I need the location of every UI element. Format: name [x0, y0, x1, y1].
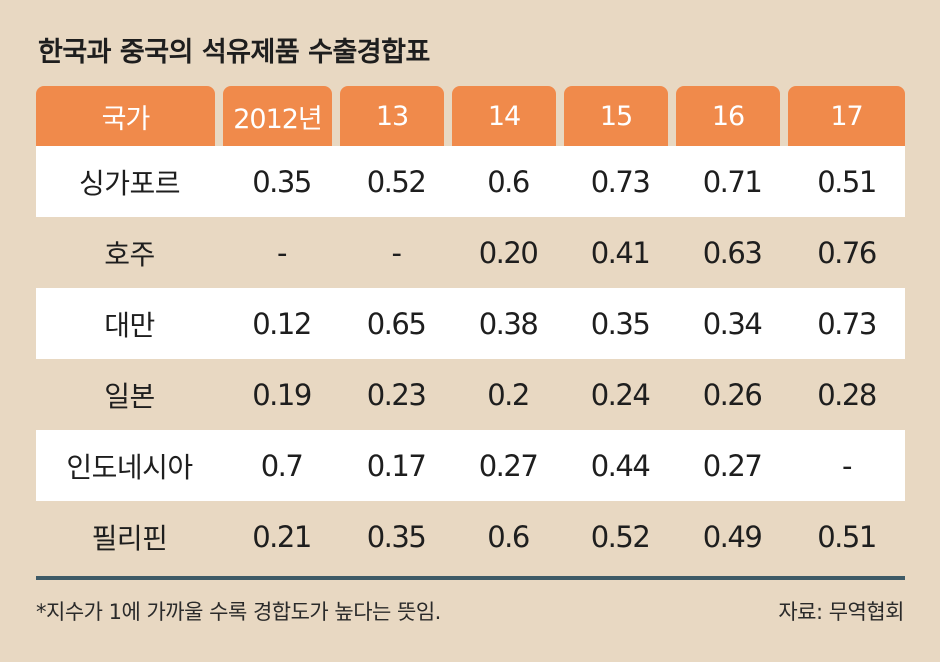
header-cell-year: 17 — [788, 86, 905, 146]
export-competition-table: 국가 2012년 13 14 15 16 17 싱가포르 0.35 0.52 0… — [36, 86, 905, 572]
value-cell: 0.52 — [366, 164, 427, 199]
value-cell: 0.7 — [260, 448, 304, 483]
value-cell: 0.34 — [702, 306, 763, 341]
table-row: 일본 0.19 0.23 0.2 0.24 0.26 0.28 — [36, 359, 905, 430]
country-cell: 대만 — [104, 308, 155, 342]
value-cell: 0.71 — [702, 164, 763, 199]
value-cell: 0.2 — [487, 377, 530, 412]
value-cell: 0.17 — [366, 448, 427, 483]
value-cell: 0.20 — [478, 235, 539, 270]
value-cell: 0.12 — [252, 306, 312, 341]
country-cell: 싱가포르 — [78, 166, 181, 200]
value-cell: 0.65 — [366, 306, 427, 341]
value-cell: 0.76 — [817, 235, 877, 270]
value-cell: 0.24 — [590, 377, 651, 412]
header-cell-year: 13 — [340, 86, 444, 146]
table-row: 인도네시아 0.7 0.17 0.27 0.44 0.27 - — [36, 430, 905, 501]
country-cell: 인도네시아 — [66, 450, 193, 484]
value-cell: 0.21 — [252, 519, 312, 554]
header-cell-year: 16 — [676, 86, 780, 146]
header-cell-year: 2012년 — [223, 86, 332, 146]
value-cell: 0.35 — [590, 306, 651, 341]
header-cell-year: 15 — [564, 86, 668, 146]
value-cell: 0.28 — [817, 377, 877, 412]
table-row: 호주 - - 0.20 0.41 0.63 0.76 — [36, 217, 905, 288]
table-row: 대만 0.12 0.65 0.38 0.35 0.34 0.73 — [36, 288, 905, 359]
header-cell-year: 14 — [452, 86, 556, 146]
value-cell: 0.52 — [590, 519, 651, 554]
value-cell: 0.73 — [590, 164, 651, 199]
table-row: 싱가포르 0.35 0.52 0.6 0.73 0.71 0.51 — [36, 146, 905, 217]
country-cell: 일본 — [104, 379, 155, 413]
table-bottom-rule — [36, 576, 905, 580]
country-cell: 호주 — [104, 237, 155, 271]
value-cell: 0.41 — [590, 235, 651, 270]
source-credit: 자료: 무역협회 — [778, 600, 904, 624]
table-row: 필리핀 0.21 0.35 0.6 0.52 0.49 0.51 — [36, 501, 905, 572]
value-cell: 0.51 — [817, 164, 877, 199]
value-cell: 0.23 — [366, 377, 427, 412]
page-title: 한국과 중국의 석유제품 수출경합표 — [38, 37, 430, 68]
value-cell: - — [277, 235, 287, 270]
value-cell: 0.27 — [702, 448, 763, 483]
value-cell: 0.35 — [252, 164, 312, 199]
country-cell: 필리핀 — [91, 521, 168, 555]
value-cell: 0.51 — [817, 519, 877, 554]
value-cell: 0.19 — [252, 377, 312, 412]
value-cell: 0.6 — [487, 519, 530, 554]
value-cell: - — [391, 235, 402, 270]
value-cell: - — [842, 448, 852, 483]
header-cell-country: 국가 — [36, 86, 215, 146]
table-header: 국가 2012년 13 14 15 16 17 — [36, 86, 905, 146]
value-cell: 0.26 — [702, 377, 763, 412]
value-cell: 0.27 — [478, 448, 539, 483]
value-cell: 0.6 — [487, 164, 530, 199]
value-cell: 0.63 — [702, 235, 763, 270]
value-cell: 0.44 — [590, 448, 651, 483]
footnote: *지수가 1에 가까울 수록 경합도가 높다는 뜻임. — [36, 600, 441, 624]
value-cell: 0.38 — [478, 306, 539, 341]
value-cell: 0.49 — [702, 519, 763, 554]
value-cell: 0.73 — [817, 306, 877, 341]
value-cell: 0.35 — [366, 519, 427, 554]
